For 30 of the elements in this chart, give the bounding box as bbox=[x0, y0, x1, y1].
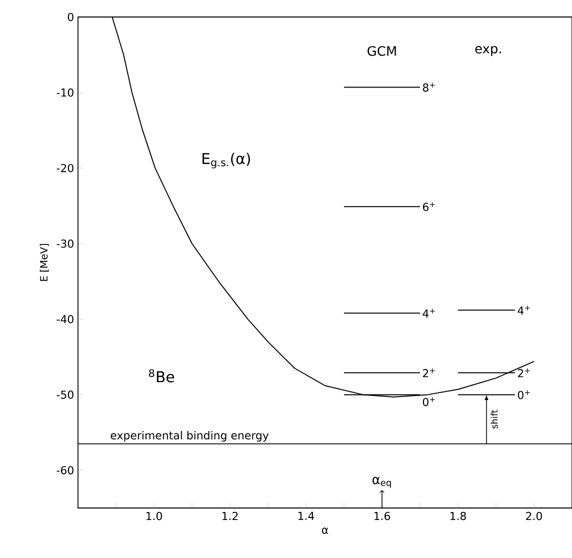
x-tick-label: 1.2 bbox=[222, 512, 238, 520]
series-label: 0$^{+}$ bbox=[422, 397, 435, 406]
annotation: GCM bbox=[368, 46, 396, 56]
series-label: 2$^{+}$ bbox=[423, 368, 435, 378]
annotation: shift bbox=[490, 410, 498, 428]
x-tick-label: 1.0 bbox=[146, 512, 162, 520]
y-tick-label: -20 bbox=[56, 164, 74, 172]
y-tick-label: -40 bbox=[56, 315, 74, 324]
series-label: 6$^{+}$ bbox=[422, 202, 435, 212]
y-tick-label: -60 bbox=[56, 466, 74, 474]
annotation: exp. bbox=[475, 46, 501, 56]
y-tick-label: -10 bbox=[56, 88, 74, 97]
x-tick-label: 1.6 bbox=[374, 512, 390, 520]
series-label: 4$^{+}$ bbox=[518, 306, 530, 314]
y-tick-label: -30 bbox=[56, 239, 74, 248]
x-tick-label: 2.0 bbox=[526, 512, 542, 520]
ref-line-label: experimental binding energy bbox=[110, 430, 269, 442]
y-tick-label: -50 bbox=[56, 390, 74, 399]
series-label: 4$^{+}$ bbox=[422, 308, 435, 318]
x-tick-label: 1.8 bbox=[450, 512, 466, 520]
annotation: $^{8}$Be bbox=[149, 369, 174, 382]
x-tick-label: 1.4 bbox=[298, 512, 314, 520]
series-label: 2$^{+}$ bbox=[518, 368, 530, 378]
y-tick-label: 0 bbox=[68, 12, 74, 22]
series-label: 8$^{+}$ bbox=[422, 82, 435, 92]
annotation: α$_{eq}$ bbox=[372, 476, 391, 488]
x-axis-title: α bbox=[322, 528, 328, 534]
y-axis-title: E [MeV] bbox=[40, 244, 49, 281]
series-label: 0$^{+}$ bbox=[518, 390, 530, 400]
annotation: E$_{g.s.}$(α) bbox=[202, 152, 250, 168]
